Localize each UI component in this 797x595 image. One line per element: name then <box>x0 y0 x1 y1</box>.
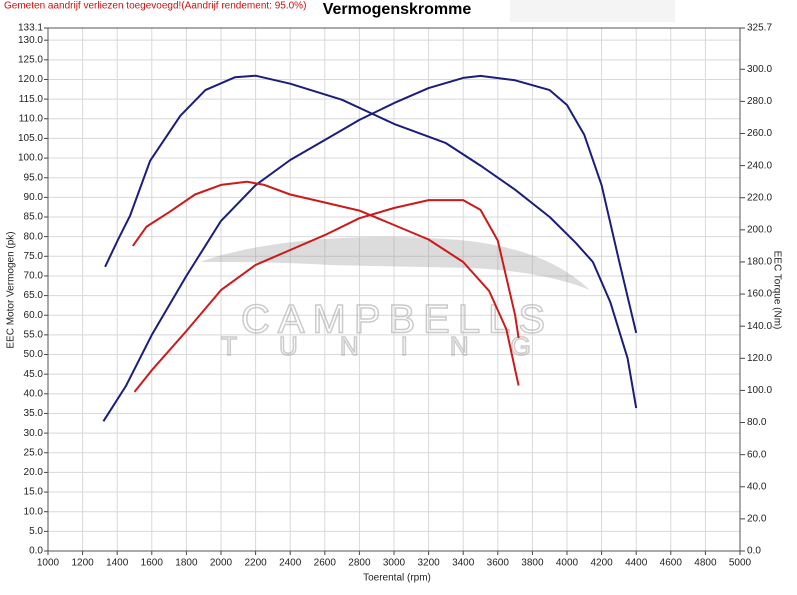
y-tick-label: 5.0 <box>29 526 43 537</box>
y-tick-label: 55.0 <box>24 330 44 341</box>
y-tick-label: 115.0 <box>19 94 44 105</box>
x-tick-label: 4600 <box>660 558 683 569</box>
series-line <box>104 74 638 409</box>
chart-subtitle: Gemeten aandrijf verliezen toegevoegd!(A… <box>4 1 306 12</box>
x-tick-label: 2400 <box>279 558 302 569</box>
y-tick-label: 10.0 <box>24 506 44 517</box>
header-box <box>510 0 675 22</box>
y-tick-label: 40.0 <box>24 388 44 399</box>
y2-tick-label: 0.0 <box>747 546 761 557</box>
watermark-swoosh <box>200 236 590 290</box>
y2-tick-label: 40.0 <box>747 481 767 492</box>
series-line <box>102 74 638 422</box>
y-tick-label: 133.1 <box>18 23 43 34</box>
y-tick-label: 50.0 <box>24 349 44 360</box>
y2-tick-label: 325.7 <box>747 23 772 34</box>
y-tick-label: 60.0 <box>24 310 44 321</box>
y-tick-label: 120.0 <box>18 74 43 85</box>
y-tick-label: 0.0 <box>29 546 43 557</box>
y2-tick-label: 200.0 <box>747 224 772 235</box>
y2-tick-label: 80.0 <box>747 417 767 428</box>
y-tick-label: 25.0 <box>24 447 44 458</box>
y-tick-label: 80.0 <box>24 231 44 242</box>
x-tick-label: 2600 <box>314 558 337 569</box>
x-tick-label: 4400 <box>625 558 648 569</box>
x-tick-label: 3600 <box>487 558 510 569</box>
y2-tick-label: 100.0 <box>747 385 772 396</box>
x-tick-label: 1400 <box>106 558 129 569</box>
y-tick-label: 85.0 <box>24 212 44 223</box>
y2-tick-label: 280.0 <box>747 96 772 107</box>
x-tick-label: 4800 <box>694 558 717 569</box>
x-axis-label: Toerental (rpm) <box>363 573 431 584</box>
y-axis-label: EEC Motor Vermogen (pk) <box>6 231 17 348</box>
y-tick-label: 105.0 <box>18 133 43 144</box>
x-tick-label: 2800 <box>348 558 371 569</box>
y2-tick-label: 300.0 <box>747 64 772 75</box>
y-tick-label: 95.0 <box>24 172 44 183</box>
y2-tick-label: 20.0 <box>747 514 767 525</box>
y2-tick-label: 180.0 <box>747 257 772 268</box>
y2-tick-label: 240.0 <box>747 160 772 171</box>
y2-axis-label: EEC Torque (Nm) <box>771 251 782 330</box>
x-tick-label: 3400 <box>452 558 475 569</box>
y-tick-label: 20.0 <box>24 467 44 478</box>
plot-frame <box>47 27 741 552</box>
x-tick-label: 2000 <box>210 558 233 569</box>
x-tick-label: 1800 <box>175 558 198 569</box>
y-tick-label: 30.0 <box>24 428 44 439</box>
x-tick-label: 4000 <box>556 558 579 569</box>
y-tick-label: 15.0 <box>24 487 44 498</box>
y-tick-label: 110.0 <box>19 113 44 124</box>
y2-tick-label: 60.0 <box>747 449 767 460</box>
y2-tick-label: 260.0 <box>747 128 772 139</box>
x-tick-label: 1600 <box>141 558 164 569</box>
series-line <box>131 180 520 386</box>
y2-tick-label: 140.0 <box>747 321 772 332</box>
y-tick-label: 70.0 <box>24 271 44 282</box>
y-tick-label: 100.0 <box>18 153 43 164</box>
x-tick-label: 2200 <box>244 558 267 569</box>
y-tick-label: 35.0 <box>24 408 44 419</box>
x-tick-label: 1200 <box>71 558 94 569</box>
y-tick-label: 90.0 <box>24 192 44 203</box>
x-tick-label: 3800 <box>521 558 544 569</box>
y-tick-label: 45.0 <box>24 369 44 380</box>
x-tick-label: 3000 <box>383 558 406 569</box>
x-tick-label: 4200 <box>590 558 613 569</box>
chart-title: Vermogenskromme <box>323 1 472 18</box>
x-tick-label: 3200 <box>417 558 440 569</box>
x-tick-label: 1000 <box>37 558 60 569</box>
x-tick-label: 5000 <box>729 558 752 569</box>
series-line <box>133 199 520 393</box>
y2-tick-label: 160.0 <box>747 289 772 300</box>
y-tick-label: 65.0 <box>24 290 44 301</box>
y2-tick-label: 120.0 <box>747 353 772 364</box>
y-tick-label: 130.0 <box>18 35 43 46</box>
y-tick-label: 75.0 <box>24 251 44 262</box>
watermark-text: TUNING <box>221 331 573 361</box>
y-tick-label: 125.0 <box>18 54 43 65</box>
y2-tick-label: 220.0 <box>747 192 772 203</box>
